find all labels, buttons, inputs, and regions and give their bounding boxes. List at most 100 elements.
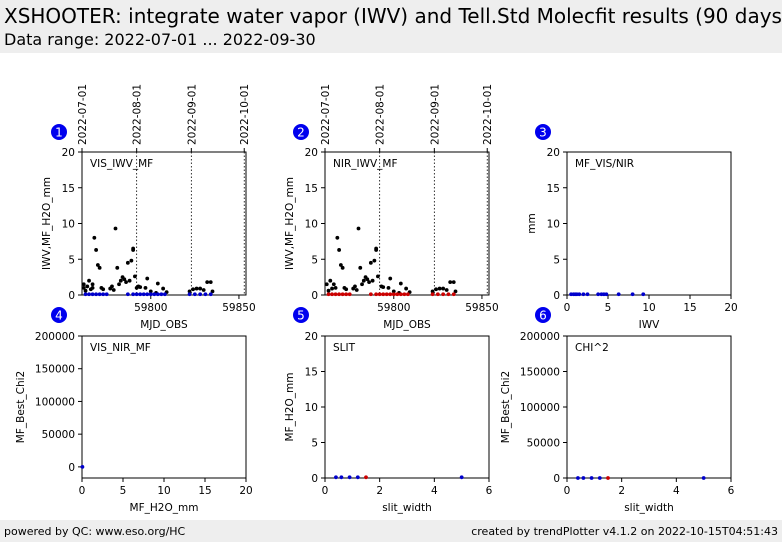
x-tick-label: 59800 — [377, 302, 410, 314]
data-point-s0-34 — [145, 276, 150, 281]
data-point-s1-21 — [446, 292, 451, 297]
date-tick-label: 2022-10-01 — [482, 84, 494, 145]
y-tick-label: 15 — [62, 183, 75, 195]
data-point-s0-0 — [576, 476, 580, 480]
x-axis-label: MF_H2O_mm — [130, 502, 199, 514]
x-tick-label: 4 — [673, 485, 680, 497]
data-point-s1-20 — [441, 292, 446, 297]
data-point-s0-11 — [97, 265, 102, 270]
report-header: XSHOOTER: integrate water vapor (IWV) an… — [0, 0, 782, 53]
data-point-s0-40 — [187, 289, 192, 294]
chart-panel-1: 1 2022-07-01 2022-08-01 2022-09-01 2022-10-0… — [41, 84, 256, 331]
data-point-s1-13 — [148, 292, 153, 297]
data-point-s0-33 — [143, 285, 148, 290]
x-tick-label: 2 — [618, 485, 625, 497]
data-point-s1-8 — [374, 292, 379, 297]
y-tick-label: 20 — [305, 331, 318, 343]
data-point-s0-10 — [604, 292, 609, 297]
data-point-s1-9 — [134, 292, 139, 297]
data-point-s1-2 — [333, 292, 338, 297]
y-tick-label: 5 — [311, 254, 318, 266]
x-tick-label: 20 — [724, 302, 737, 314]
panel-title: MF_VIS/NIR — [575, 158, 634, 170]
panel-badge-number: 2 — [297, 126, 305, 140]
y-tick-label: 50000 — [42, 429, 75, 441]
data-point-s0-7 — [596, 292, 601, 297]
data-point-s0-27 — [376, 274, 380, 279]
panel-badge-number: 1 — [55, 126, 63, 140]
data-point-s0-8 — [92, 235, 97, 240]
data-point-s0-26 — [129, 258, 134, 263]
data-point-s1-18 — [430, 292, 435, 297]
data-point-s1-14 — [152, 292, 157, 297]
data-point-s1-20 — [198, 292, 203, 297]
y-tick-label: 150000 — [520, 367, 560, 379]
x-axis-label: slit_width — [382, 502, 432, 514]
data-point-s0-4 — [87, 278, 91, 283]
data-point-s1-16 — [402, 292, 407, 297]
data-point-s0-15 — [356, 226, 361, 231]
x-tick-label: 5 — [120, 485, 127, 497]
page-title: XSHOOTER: integrate water vapor (IWV) an… — [4, 4, 782, 28]
data-point-s1-14 — [395, 292, 400, 297]
data-point-s0-7 — [90, 285, 95, 290]
data-point-s0-43 — [451, 280, 456, 285]
data-point-s0-10 — [95, 263, 100, 267]
x-axis-label: MJD_OBS — [140, 319, 188, 331]
x-tick-label: 6 — [486, 485, 493, 497]
chart-panel-4: 4 0 5 10 15 20 0 50000 100000 150000 200000 MF_H2O_… — [15, 307, 253, 514]
data-point-s0-18 — [361, 278, 366, 283]
y-axis-label: MF_H2O_mm — [284, 373, 296, 442]
data-point-s0-34 — [398, 281, 403, 286]
x-tick-label: 20 — [239, 485, 252, 497]
y-tick-label: 0 — [311, 290, 318, 302]
data-point-s1-16 — [159, 292, 164, 297]
y-tick-label: 5 — [311, 438, 318, 450]
y-axis-label: IWV,MF_H2O_mm — [41, 177, 53, 270]
x-axis-label: slit_width — [624, 502, 674, 514]
data-point-s1-0 — [606, 476, 610, 480]
x-tick-label: 4 — [431, 485, 438, 497]
y-tick-label: 200000 — [520, 331, 560, 343]
y-tick-label: 100000 — [520, 402, 560, 414]
y-tick-label: 20 — [547, 147, 560, 159]
panel-badge — [293, 124, 309, 140]
y-axis-label: MF_Best_Chi2 — [500, 371, 512, 443]
y-tick-label: 200000 — [35, 331, 75, 343]
data-point-s0-20 — [118, 278, 123, 283]
data-point-s0-29 — [381, 285, 386, 290]
chart-panel-5: 5 0 2 4 6 0 5 10 15 20 slit_width MF_H2O_mm SLIT — [284, 307, 493, 514]
data-point-s0-1 — [339, 475, 344, 480]
data-point-s1-0 — [326, 292, 331, 297]
data-point-s0-14 — [354, 288, 359, 292]
footer-created-by: created by trendPlotter v4.1.2 on 2022-1… — [471, 525, 778, 538]
x-tick-label: 6 — [728, 485, 735, 497]
data-point-s0-30 — [386, 285, 391, 290]
data-point-s0-28 — [131, 246, 136, 251]
data-point-s1-6 — [347, 292, 352, 297]
y-tick-label: 15 — [305, 367, 318, 379]
data-point-s0-3 — [597, 476, 602, 480]
data-point-s0-0 — [334, 475, 338, 480]
data-point-s0-44 — [453, 289, 458, 294]
data-point-s1-19 — [192, 292, 197, 297]
data-point-s0-26 — [374, 246, 379, 251]
data-point-s0-0 — [324, 282, 329, 287]
data-point-s1-10 — [381, 292, 386, 297]
data-point-s0-9 — [340, 265, 345, 270]
data-point-s0-13 — [101, 287, 106, 292]
y-tick-label: 0 — [553, 290, 560, 302]
y-tick-label: 0 — [68, 290, 75, 302]
data-point-s1-10 — [138, 292, 143, 297]
data-point-s1-17 — [405, 292, 410, 297]
data-point-s0-5 — [333, 285, 338, 290]
data-point-s0-20 — [365, 277, 370, 282]
x-tick-label: 0 — [79, 485, 86, 497]
data-point-s1-17 — [162, 292, 167, 297]
data-point-s0-45 — [205, 280, 210, 285]
data-point-s0-2 — [589, 476, 594, 480]
x-tick-label: 10 — [642, 302, 655, 314]
date-tick-label: 2022-09-01 — [429, 84, 441, 145]
data-point-s0-1 — [326, 288, 331, 293]
plots-canvas: 1 2022-07-01 2022-08-01 2022-09-01 2022-10-0… — [15, 84, 738, 514]
